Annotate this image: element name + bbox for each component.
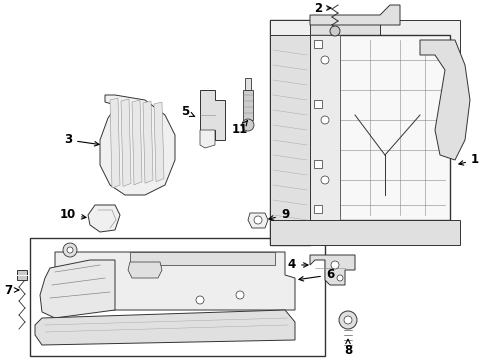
Polygon shape: [154, 102, 163, 181]
Circle shape: [253, 216, 262, 224]
Circle shape: [338, 311, 356, 329]
Polygon shape: [128, 262, 162, 278]
Text: 3: 3: [64, 134, 99, 147]
Text: 9: 9: [268, 208, 288, 221]
Circle shape: [67, 247, 73, 253]
Polygon shape: [88, 205, 120, 232]
Polygon shape: [100, 95, 175, 195]
Polygon shape: [110, 98, 120, 188]
Polygon shape: [247, 213, 267, 228]
Polygon shape: [142, 101, 153, 183]
Circle shape: [343, 316, 351, 324]
Polygon shape: [309, 35, 339, 220]
Circle shape: [242, 119, 253, 131]
Polygon shape: [132, 100, 142, 185]
Text: 11: 11: [231, 121, 247, 136]
Text: 7: 7: [4, 284, 19, 297]
Bar: [313, 40, 321, 48]
Polygon shape: [309, 35, 449, 220]
Circle shape: [320, 56, 328, 64]
Bar: [244, 78, 250, 90]
Text: 4: 4: [287, 258, 307, 271]
Polygon shape: [269, 20, 309, 245]
Polygon shape: [269, 20, 459, 55]
Polygon shape: [269, 220, 459, 245]
Text: 8: 8: [343, 339, 351, 356]
Bar: [313, 205, 321, 213]
Polygon shape: [309, 255, 354, 285]
Text: 5: 5: [181, 105, 194, 118]
Polygon shape: [121, 99, 131, 186]
Bar: [30, 238, 325, 356]
Circle shape: [320, 176, 328, 184]
Polygon shape: [419, 40, 469, 160]
Circle shape: [330, 261, 338, 269]
Circle shape: [320, 116, 328, 124]
Text: 1: 1: [458, 153, 478, 166]
Polygon shape: [130, 252, 274, 265]
Circle shape: [196, 296, 203, 304]
Text: 6: 6: [298, 269, 333, 282]
Bar: [243, 90, 252, 120]
Polygon shape: [200, 130, 215, 148]
Polygon shape: [269, 35, 309, 220]
Polygon shape: [40, 260, 115, 318]
Bar: [313, 100, 321, 108]
Text: 2: 2: [313, 1, 330, 14]
Circle shape: [336, 275, 342, 281]
Circle shape: [236, 291, 244, 299]
Text: 10: 10: [60, 208, 86, 221]
Polygon shape: [200, 90, 224, 140]
Circle shape: [63, 243, 77, 257]
Polygon shape: [309, 20, 379, 35]
Polygon shape: [35, 310, 294, 345]
Bar: [313, 160, 321, 168]
Polygon shape: [309, 5, 399, 25]
Circle shape: [329, 26, 339, 36]
Polygon shape: [55, 252, 294, 310]
Bar: [17, 270, 27, 280]
